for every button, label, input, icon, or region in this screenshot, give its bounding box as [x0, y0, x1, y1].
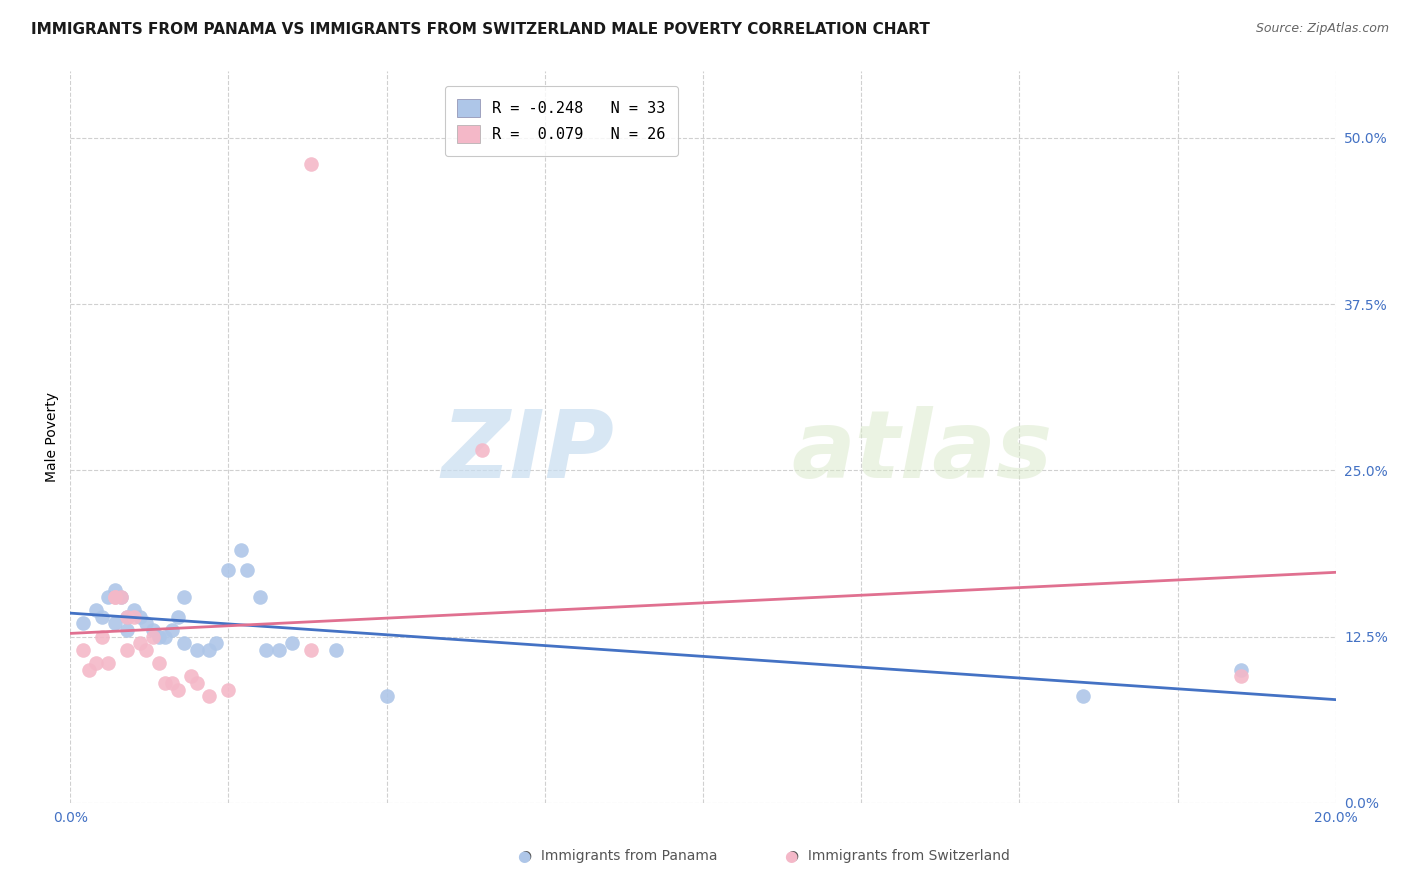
- Point: [198, 690, 221, 704]
- Point: [160, 676, 183, 690]
- Point: [160, 623, 183, 637]
- Point: [104, 582, 127, 597]
- Point: [375, 690, 398, 704]
- Y-axis label: Male Poverty: Male Poverty: [45, 392, 59, 482]
- Point: [104, 616, 127, 631]
- Point: [97, 656, 120, 670]
- Point: [141, 623, 163, 637]
- Text: ●  Immigrants from Panama: ● Immigrants from Panama: [520, 849, 717, 863]
- Point: [141, 630, 163, 644]
- Point: [104, 590, 127, 604]
- Point: [470, 443, 494, 458]
- Point: [115, 643, 138, 657]
- Point: [281, 636, 304, 650]
- Point: [153, 676, 177, 690]
- Point: [173, 590, 195, 604]
- Point: [166, 609, 188, 624]
- Point: [104, 590, 127, 604]
- Point: [1229, 669, 1251, 683]
- Point: [198, 643, 221, 657]
- Point: [299, 643, 322, 657]
- Point: [205, 636, 228, 650]
- Text: ZIP: ZIP: [441, 406, 614, 498]
- Point: [236, 563, 259, 577]
- Point: [249, 590, 271, 604]
- Point: [122, 603, 145, 617]
- Point: [186, 676, 208, 690]
- Point: [115, 609, 138, 624]
- Text: ●  Immigrants from Switzerland: ● Immigrants from Switzerland: [787, 849, 1011, 863]
- Point: [148, 656, 170, 670]
- Point: [153, 630, 177, 644]
- Point: [148, 630, 170, 644]
- Point: [84, 603, 107, 617]
- Point: [122, 609, 145, 624]
- Point: [231, 543, 253, 558]
- Point: [110, 590, 132, 604]
- Text: Source: ZipAtlas.com: Source: ZipAtlas.com: [1256, 22, 1389, 36]
- Point: [299, 157, 322, 171]
- Point: [218, 563, 240, 577]
- Point: [84, 656, 107, 670]
- Legend: R = -0.248   N = 33, R =  0.079   N = 26: R = -0.248 N = 33, R = 0.079 N = 26: [444, 87, 678, 156]
- Point: [72, 643, 94, 657]
- Point: [90, 609, 114, 624]
- Point: [97, 590, 120, 604]
- Text: IMMIGRANTS FROM PANAMA VS IMMIGRANTS FROM SWITZERLAND MALE POVERTY CORRELATION C: IMMIGRANTS FROM PANAMA VS IMMIGRANTS FRO…: [31, 22, 929, 37]
- Point: [90, 630, 114, 644]
- Point: [129, 609, 152, 624]
- Point: [173, 636, 195, 650]
- Point: [72, 616, 94, 631]
- Point: [79, 663, 101, 677]
- Point: [256, 643, 278, 657]
- Point: [218, 682, 240, 697]
- Text: ●: ●: [785, 849, 797, 863]
- Point: [110, 590, 132, 604]
- Point: [179, 669, 202, 683]
- Point: [129, 636, 152, 650]
- Text: atlas: atlas: [792, 406, 1053, 498]
- Point: [135, 643, 157, 657]
- Point: [135, 616, 157, 631]
- Point: [325, 643, 347, 657]
- Point: [1229, 663, 1251, 677]
- Point: [115, 609, 138, 624]
- Point: [267, 643, 291, 657]
- Point: [1071, 690, 1094, 704]
- Text: ●: ●: [517, 849, 530, 863]
- Point: [166, 682, 188, 697]
- Point: [186, 643, 208, 657]
- Point: [115, 623, 138, 637]
